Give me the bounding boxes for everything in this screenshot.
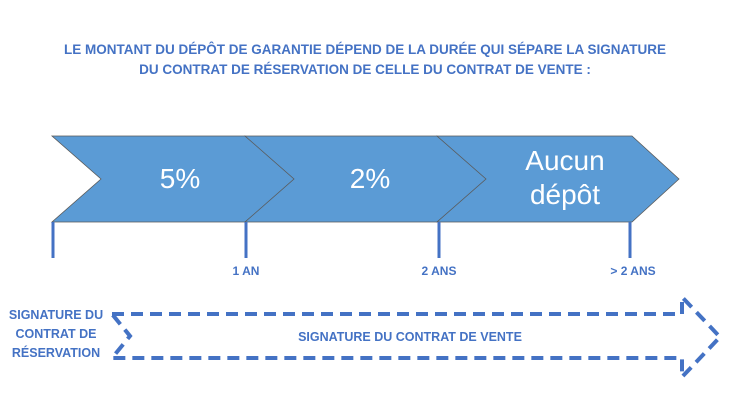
reservation-signature-label: SIGNATURE DU CONTRAT DE RÉSERVATION bbox=[0, 306, 112, 363]
chevron-no-deposit bbox=[435, 135, 680, 223]
segment-label-5-percent: 5% bbox=[159, 163, 201, 194]
segment-label-2-percent: 2% bbox=[349, 163, 391, 194]
segment-label-line-1: Aucun bbox=[525, 145, 605, 176]
segment-label-line-2: dépôt bbox=[529, 179, 601, 210]
title-line-2: DU CONTRAT DE RÉSERVATION DE CELLE DU CO… bbox=[139, 62, 591, 77]
left-label-line-1: SIGNATURE DU bbox=[8, 308, 104, 322]
tick-label-1-year: 1 AN bbox=[232, 264, 260, 278]
sale-signature-label: SIGNATURE DU CONTRAT DE VENTE bbox=[298, 330, 522, 344]
segment-label-no-deposit: Aucun dépôt bbox=[500, 144, 630, 212]
title-line-1: LE MONTANT DU DÉPÔT DE GARANTIE DÉPEND D… bbox=[63, 42, 667, 57]
tick-label-over-2-years: > 2 ANS bbox=[610, 264, 656, 278]
diagram-title: LE MONTANT DU DÉPÔT DE GARANTIE DÉPEND D… bbox=[0, 40, 730, 80]
left-label-line-2: CONTRAT DE bbox=[15, 327, 97, 341]
tick-label-2-years: 2 ANS bbox=[421, 264, 457, 278]
left-label-line-3: RÉSERVATION bbox=[11, 346, 101, 360]
dashed-arrow-contract bbox=[107, 291, 723, 383]
